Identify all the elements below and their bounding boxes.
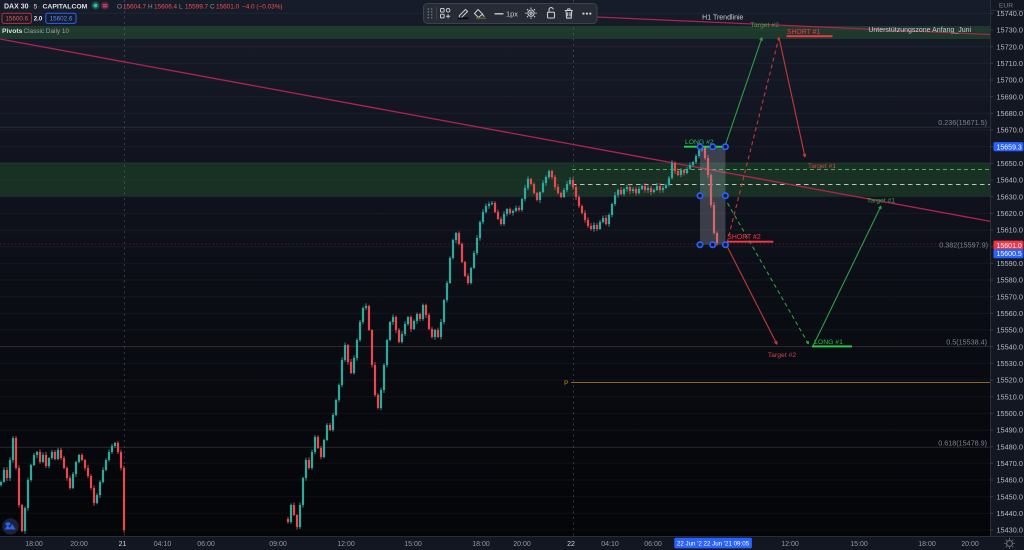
svg-text:L: L <box>179 4 183 11</box>
svg-text:06:00: 06:00 <box>644 541 662 548</box>
svg-text:15604.7: 15604.7 <box>123 4 147 11</box>
svg-text:15680.0: 15680.0 <box>997 109 1023 118</box>
svg-text:CAPITALCOM: CAPITALCOM <box>43 4 88 11</box>
svg-text:15600.6: 15600.6 <box>5 16 28 23</box>
svg-text:15710.0: 15710.0 <box>997 59 1023 68</box>
svg-text:15:00: 15:00 <box>850 541 868 548</box>
svg-text:15610.0: 15610.0 <box>997 226 1023 235</box>
svg-text:15570.0: 15570.0 <box>997 292 1023 301</box>
svg-text:Target #2: Target #2 <box>768 352 797 359</box>
svg-text:22: 22 <box>567 541 575 548</box>
svg-text:15510.0: 15510.0 <box>997 392 1023 401</box>
svg-text:15490.0: 15490.0 <box>997 426 1023 435</box>
svg-text:15659.3: 15659.3 <box>997 144 1022 151</box>
svg-text:15:00: 15:00 <box>404 541 422 548</box>
svg-text:12:00: 12:00 <box>781 541 799 548</box>
svg-text:15620.0: 15620.0 <box>997 209 1023 218</box>
svg-text:LONG #2: LONG #2 <box>685 139 714 146</box>
svg-text:15440.0: 15440.0 <box>997 509 1023 518</box>
svg-text:1px: 1px <box>506 10 518 19</box>
svg-text:21: 21 <box>119 541 127 548</box>
svg-text:H: H <box>148 4 153 11</box>
svg-text:15500.0: 15500.0 <box>997 409 1023 418</box>
svg-text:15480.0: 15480.0 <box>997 442 1023 451</box>
svg-text:20:00: 20:00 <box>513 541 531 548</box>
svg-text:15599.7: 15599.7 <box>185 4 209 11</box>
svg-text:15690.0: 15690.0 <box>997 92 1023 101</box>
svg-text:06:00: 06:00 <box>197 541 215 548</box>
svg-text:15530.0: 15530.0 <box>997 359 1023 368</box>
svg-text:Classic Daily 10: Classic Daily 10 <box>24 28 70 35</box>
svg-text:Target #1: Target #1 <box>808 163 837 170</box>
svg-text:0.5(15538.4): 0.5(15538.4) <box>946 337 987 346</box>
svg-text:15700.0: 15700.0 <box>997 76 1023 85</box>
svg-text:15600.5: 15600.5 <box>997 251 1022 258</box>
svg-text:15720.0: 15720.0 <box>997 42 1023 51</box>
svg-text:·: · <box>38 4 40 11</box>
svg-text:O: O <box>117 4 122 11</box>
svg-text:15601.0: 15601.0 <box>997 243 1022 250</box>
svg-text:0.382(15597.9): 0.382(15597.9) <box>939 241 988 250</box>
svg-text:12:00: 12:00 <box>337 541 355 548</box>
svg-text:15520.0: 15520.0 <box>997 376 1023 385</box>
svg-text:Pivots: Pivots <box>2 28 23 35</box>
svg-text:15590.0: 15590.0 <box>997 259 1023 268</box>
svg-text:15450.0: 15450.0 <box>997 492 1023 501</box>
svg-text:15602.6: 15602.6 <box>50 16 73 23</box>
svg-text:−4.0 (−0.03%): −4.0 (−0.03%) <box>242 4 283 11</box>
svg-text:18:00: 18:00 <box>25 541 43 548</box>
svg-text:P: P <box>564 380 569 387</box>
svg-text:15460.0: 15460.0 <box>997 476 1023 485</box>
svg-text:15560.0: 15560.0 <box>997 309 1023 318</box>
svg-text:20:00: 20:00 <box>70 541 88 548</box>
svg-text:LONG #1: LONG #1 <box>814 339 843 346</box>
svg-text:15540.0: 15540.0 <box>997 342 1023 351</box>
svg-text:15550.0: 15550.0 <box>997 326 1023 335</box>
svg-text:H1 Trendlinie: H1 Trendlinie <box>702 15 743 22</box>
svg-text:SHORT #1: SHORT #1 <box>787 29 821 36</box>
svg-text:0.236(15671.5): 0.236(15671.5) <box>938 118 987 127</box>
svg-text:15640.0: 15640.0 <box>997 176 1023 185</box>
svg-text:15740.0: 15740.0 <box>997 9 1023 18</box>
svg-text:C: C <box>210 4 215 11</box>
svg-text:15730.0: 15730.0 <box>997 26 1023 35</box>
svg-text:20:00: 20:00 <box>961 541 979 548</box>
svg-text:15470.0: 15470.0 <box>997 459 1023 468</box>
svg-text:18:00: 18:00 <box>472 541 490 548</box>
svg-text:5: 5 <box>34 4 38 11</box>
svg-text:04:10: 04:10 <box>601 541 619 548</box>
svg-text:15630.0: 15630.0 <box>997 192 1023 201</box>
svg-text:Unterstützungszone Anfang_Juni: Unterstützungszone Anfang_Juni <box>868 27 971 34</box>
svg-text:09:00: 09:00 <box>269 541 287 548</box>
svg-text:2.0: 2.0 <box>34 16 43 23</box>
svg-text:22 Jun '2 22 Jun '21 09:05: 22 Jun '2 22 Jun '21 09:05 <box>677 541 750 548</box>
svg-text:0.618(15478.9): 0.618(15478.9) <box>938 438 987 447</box>
svg-text:15650.0: 15650.0 <box>997 159 1023 168</box>
svg-text:15430.0: 15430.0 <box>997 526 1023 535</box>
svg-text:Target #1: Target #1 <box>867 198 896 205</box>
svg-text:18:00: 18:00 <box>918 541 936 548</box>
svg-text:DAX 30: DAX 30 <box>4 4 29 11</box>
svg-text:Target #2: Target #2 <box>751 22 780 29</box>
svg-text:15670.0: 15670.0 <box>997 126 1023 135</box>
svg-text:15580.0: 15580.0 <box>997 276 1023 285</box>
svg-text:15606.4: 15606.4 <box>154 4 178 11</box>
svg-text:SHORT #2: SHORT #2 <box>727 234 761 241</box>
svg-text:04:10: 04:10 <box>154 541 172 548</box>
svg-text:EUR: EUR <box>999 3 1013 10</box>
svg-text:15601.0: 15601.0 <box>216 4 240 11</box>
svg-text:·: · <box>29 4 31 11</box>
